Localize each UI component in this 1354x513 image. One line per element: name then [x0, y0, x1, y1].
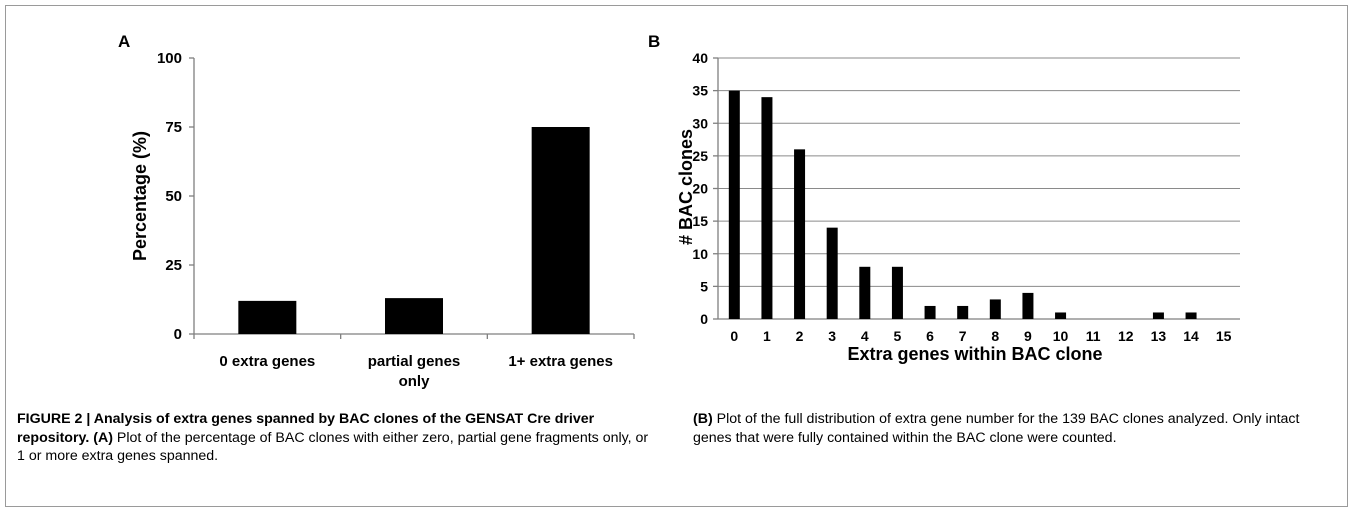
panel-b-bar [761, 97, 773, 320]
caption-part-a-label: (A) [93, 429, 113, 446]
panel-a-y-tick-label: 50 [165, 188, 182, 205]
panel-a-bar [238, 300, 297, 334]
figure-caption-left: FIGURE 2 | Analysis of extra genes spann… [17, 410, 657, 466]
panel-a-y-tick-label: 100 [157, 50, 182, 67]
panel-b-y-tick-label: 20 [692, 181, 708, 197]
panel-b-x-tick-label: 10 [1053, 328, 1069, 344]
panel-b-bar [1055, 312, 1067, 319]
panel-b-x-tick-label: 12 [1118, 328, 1134, 344]
panel-b-x-tick-label: 0 [730, 328, 738, 344]
panel-b-y-tick-label: 0 [700, 311, 708, 327]
panel-b-bar [728, 90, 740, 319]
panel-b-bar [957, 305, 969, 319]
caption-part-a-text: Plot of the percentage of BAC clones wit… [17, 429, 649, 465]
panel-b-bar [794, 149, 806, 319]
panel-b-x-tick-label: 8 [991, 328, 999, 344]
panel-b-x-tick-label: 13 [1151, 328, 1167, 344]
panel-b-x-tick-label: 4 [861, 328, 869, 344]
caption-part-b-text: Plot of the full distribution of extra g… [693, 411, 1300, 446]
panel-b-bar [891, 266, 903, 319]
panel-b-bar [859, 266, 871, 319]
chart-panel-a: A Percentage (%) 0 25 50 75 100 0 extra gene… [118, 32, 635, 390]
panel-a-category-label: only [399, 373, 430, 390]
panel-a-y-axis-label: Percentage (%) [130, 131, 150, 261]
panel-b-x-tick-label: 3 [828, 328, 836, 344]
panel-b-y-tick-label: 25 [692, 148, 708, 164]
caption-title: FIGURE 2 | Analysis of extra genes spann… [17, 411, 595, 446]
panel-b-y-tick-label: 5 [700, 278, 708, 294]
panel-b-bar [1152, 312, 1164, 319]
panel-b-x-tick-label: 7 [959, 328, 967, 344]
panel-b-x-axis-label: Extra genes within BAC clone [847, 344, 1102, 364]
panel-b-x-tick-label: 1 [763, 328, 771, 344]
panel-b-x-tick-label: 2 [796, 328, 804, 344]
panel-b-x-tick-label: 14 [1183, 328, 1199, 344]
panel-a-category-label: 1+ extra genes [508, 353, 613, 370]
figure-frame [5, 5, 1348, 507]
panel-b-bar [924, 305, 936, 319]
panel-b-bar [989, 299, 1001, 319]
panel-b-label: B [648, 32, 660, 51]
panel-b-x-tick-label: 9 [1024, 328, 1032, 344]
panel-a-category-label: partial genes [368, 353, 461, 370]
panel-a-y-tick-label: 75 [165, 119, 182, 136]
panel-b-y-tick-label: 40 [692, 50, 708, 66]
panel-b-x-tick-label: 6 [926, 328, 934, 344]
figure-caption-right: (B) Plot of the full distribution of ext… [693, 410, 1333, 447]
panel-b-y-tick-label: 15 [692, 213, 708, 229]
panel-b-x-tick-label: 11 [1086, 328, 1101, 344]
panel-a-y-tick-label: 0 [174, 326, 182, 343]
panel-a-category-label: 0 extra genes [219, 353, 315, 370]
panel-a-y-tick-label: 25 [165, 257, 182, 274]
caption-part-b-label: (B) [693, 411, 713, 427]
panel-a-bar [385, 298, 443, 334]
panel-b-bar [826, 227, 838, 319]
panel-b-y-tick-label: 30 [692, 115, 708, 131]
panel-b-bar [1022, 292, 1034, 319]
panel-b-bar [1185, 312, 1197, 319]
panel-b-y-tick-label: 35 [692, 83, 708, 99]
panel-a-bar [531, 127, 590, 334]
panel-b-y-tick-label: 10 [692, 246, 708, 262]
panel-b-y-axis-label: # BAC clones [676, 129, 696, 245]
panel-b-x-tick-label: 15 [1216, 328, 1232, 344]
panel-b-x-tick-label: 5 [894, 328, 902, 344]
panel-a-label: A [118, 32, 130, 51]
